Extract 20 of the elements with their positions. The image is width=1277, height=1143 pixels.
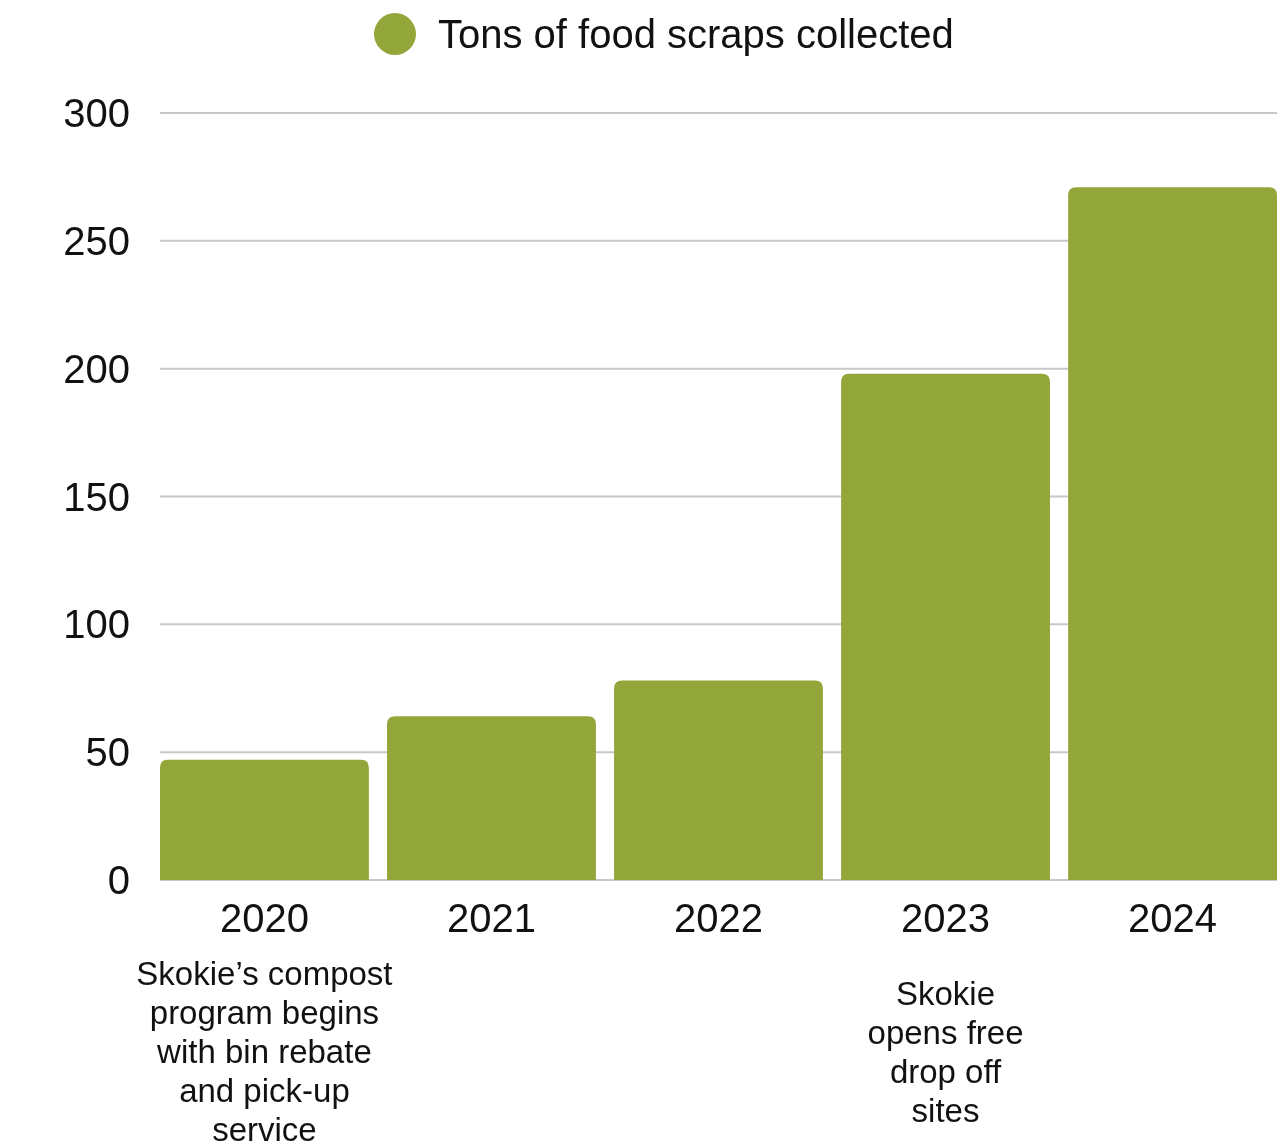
y-tick-label: 150 [63,474,130,519]
x-tick-label: 2020 [219,896,309,940]
y-tick-label: 0 [107,858,130,902]
bar [387,716,596,880]
x-tick-label: 2022 [674,896,763,940]
bar [160,759,369,880]
bar [614,680,823,880]
x-tick-label: 2024 [1128,896,1218,940]
text: Skokie opens free drop off sites [867,975,1024,1129]
text: Skokie’s compost program begins with bin rebate and pick-up service [136,955,393,1143]
x-tick-label: 2023 [901,896,991,940]
y-tick-label: 250 [63,218,130,263]
y-tick-label: 50 [85,730,130,775]
y-tick-label: 100 [63,602,130,647]
x-tick-label: 2021 [446,896,536,940]
y-tick-label: 300 [63,91,130,135]
legend-label: Tons of food scraps collected [438,12,954,56]
bar [841,373,1050,880]
bar [1068,187,1277,880]
y-tick-label: 200 [63,346,130,391]
